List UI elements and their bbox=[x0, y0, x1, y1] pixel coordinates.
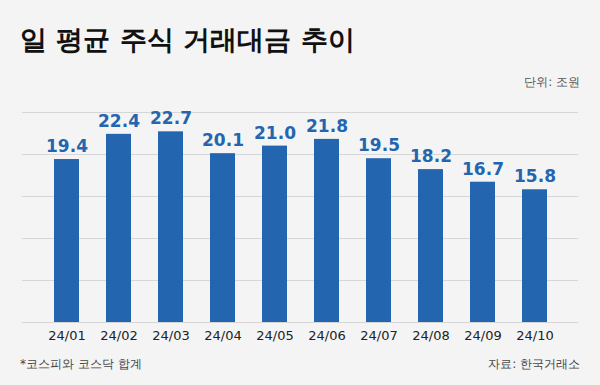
svg-text:24/02: 24/02 bbox=[100, 328, 137, 343]
svg-text:21.0: 21.0 bbox=[254, 123, 296, 143]
svg-text:24/08: 24/08 bbox=[412, 328, 449, 343]
svg-text:24/03: 24/03 bbox=[152, 328, 189, 343]
svg-text:22.7: 22.7 bbox=[150, 108, 192, 128]
svg-text:19.4: 19.4 bbox=[46, 136, 88, 156]
html-text:*코스피와 코스닥 합계: *코스피와 코스닥 합계 bbox=[20, 357, 142, 371]
svg-text:22.4: 22.4 bbox=[98, 111, 140, 131]
html-text:일 평균 주식 거래대금 추이: 일 평균 주식 거래대금 추이 bbox=[20, 24, 355, 55]
svg-text:24/01: 24/01 bbox=[48, 328, 85, 343]
svg-text:18.2: 18.2 bbox=[410, 146, 452, 166]
svg-text:20.1: 20.1 bbox=[202, 130, 244, 150]
svg-text:24/09: 24/09 bbox=[464, 328, 501, 343]
svg-text:19.5: 19.5 bbox=[358, 135, 400, 155]
svg-text:16.7: 16.7 bbox=[462, 159, 504, 179]
svg-text:24/05: 24/05 bbox=[256, 328, 293, 343]
html-text:자료: 한국거래소: 자료: 한국거래소 bbox=[488, 357, 580, 371]
svg-text:21.8: 21.8 bbox=[306, 116, 348, 136]
svg-text:24/07: 24/07 bbox=[360, 328, 397, 343]
svg-text:24/10: 24/10 bbox=[516, 328, 553, 343]
html-text:단위: 조원: 단위: 조원 bbox=[524, 75, 580, 89]
svg-text:24/04: 24/04 bbox=[204, 328, 241, 343]
svg-text:15.8: 15.8 bbox=[514, 166, 556, 186]
svg-text:24/06: 24/06 bbox=[308, 328, 345, 343]
